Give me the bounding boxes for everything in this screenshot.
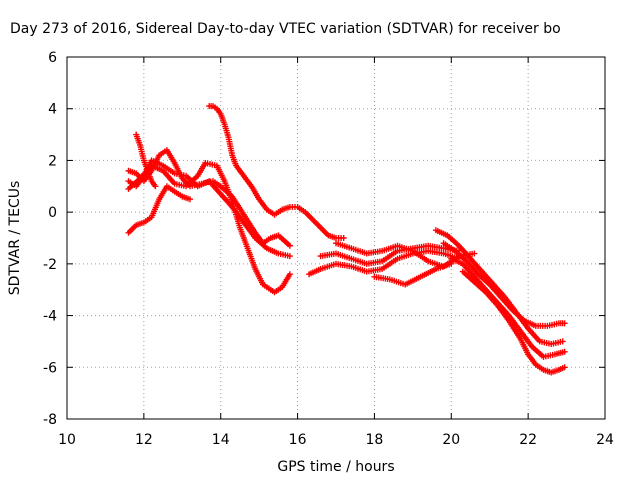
series-pass-c2 xyxy=(440,240,568,329)
y-tick-label: -2 xyxy=(43,257,57,273)
y-tick-label: -6 xyxy=(43,360,57,376)
series-pass-b1 xyxy=(306,247,462,278)
data-point xyxy=(561,364,568,371)
x-tick-label: 20 xyxy=(442,432,460,448)
series-pass-a5 xyxy=(133,131,159,190)
data-point xyxy=(561,320,568,327)
y-axis-label: SDTVAR / TECUs xyxy=(7,181,23,296)
series-pass-c3 xyxy=(448,255,568,360)
series-pass-b2 xyxy=(317,242,462,267)
data-series xyxy=(125,103,568,376)
plot-frame xyxy=(66,56,606,420)
data-point xyxy=(286,242,293,249)
y-tick-label: 2 xyxy=(48,153,57,169)
data-point xyxy=(340,235,347,241)
x-tick-label: 14 xyxy=(212,432,230,448)
x-tick-label: 24 xyxy=(596,432,614,448)
data-point xyxy=(448,260,455,267)
x-tick-label: 10 xyxy=(58,432,76,448)
data-point xyxy=(286,271,293,278)
data-point xyxy=(186,196,193,203)
chart-title: Day 273 of 2016, Sidereal Day-to-day VTE… xyxy=(10,21,561,37)
y-tick-label: 4 xyxy=(48,102,57,118)
data-point xyxy=(561,348,568,355)
x-tick-label: 12 xyxy=(135,432,153,448)
series-pass-a4 xyxy=(125,183,193,236)
x-tick-label: 16 xyxy=(289,432,307,448)
series-pass-c4 xyxy=(459,268,568,376)
y-tick-label: 6 xyxy=(48,50,57,66)
series-pass-c1 xyxy=(432,227,566,347)
data-point xyxy=(152,183,159,190)
y-tick-label: -8 xyxy=(43,412,57,428)
x-tick-label: 18 xyxy=(366,432,384,448)
series-line xyxy=(209,105,344,239)
series-pass-a6 xyxy=(206,103,347,241)
data-point xyxy=(286,253,293,260)
series-pass-b4 xyxy=(371,260,455,288)
data-point xyxy=(559,338,566,345)
y-tick-label: -4 xyxy=(43,309,57,325)
x-axis-label: GPS time / hours xyxy=(277,459,394,475)
y-tick-label: 0 xyxy=(48,205,57,221)
series-pass-a3 xyxy=(125,160,293,296)
data-point xyxy=(471,250,478,257)
x-tick-label: 22 xyxy=(519,432,537,448)
